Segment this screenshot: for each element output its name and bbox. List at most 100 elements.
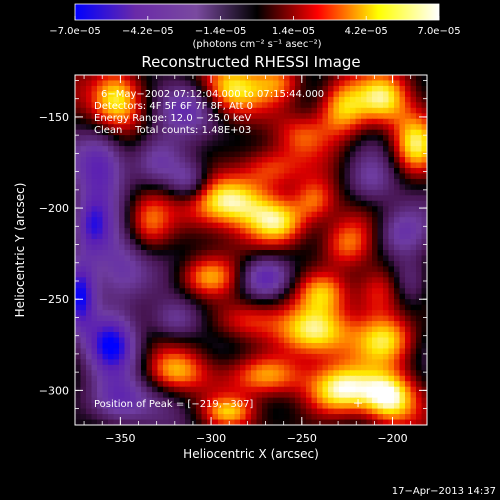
heatmap-cell: [278, 107, 285, 114]
heatmap-cell: [267, 244, 274, 251]
heatmap-cell: [350, 135, 357, 142]
heatmap-cell: [196, 184, 203, 191]
heatmap-cell: [399, 403, 406, 410]
heatmap-cell: [421, 184, 427, 191]
heatmap-cell: [174, 381, 181, 388]
heatmap-cell: [416, 321, 423, 328]
heatmap-cell: [262, 255, 269, 262]
heatmap-cell: [229, 151, 236, 158]
heatmap-cell: [119, 129, 126, 136]
heatmap-cell: [262, 304, 269, 311]
heatmap-cell: [306, 91, 313, 98]
heatmap-cell: [163, 408, 170, 415]
heatmap-cell: [300, 75, 307, 82]
heatmap-cell: [421, 408, 427, 415]
heatmap-cell: [223, 75, 230, 82]
heatmap-cell: [75, 178, 82, 185]
heatmap-cell: [91, 277, 98, 284]
heatmap-cell: [289, 151, 296, 158]
heatmap-cell: [317, 189, 324, 196]
heatmap-cell: [119, 80, 126, 87]
heatmap-cell: [223, 315, 230, 322]
heatmap-cell: [388, 288, 395, 295]
heatmap-cell: [234, 135, 241, 142]
heatmap-cell: [201, 233, 208, 240]
heatmap-cell: [273, 375, 280, 382]
heatmap-cell: [152, 326, 159, 333]
heatmap-cell: [322, 244, 329, 251]
heatmap-cell: [207, 167, 214, 175]
heatmap-cell: [273, 337, 280, 344]
heatmap-cell: [218, 375, 225, 382]
heatmap-cell: [350, 140, 357, 147]
heatmap-cell: [91, 239, 98, 246]
heatmap-cell: [278, 282, 285, 289]
heatmap-cell: [322, 326, 329, 333]
heatmap-cell: [168, 397, 175, 404]
heatmap-cell: [119, 244, 126, 251]
heatmap-cell: [229, 260, 236, 268]
heatmap-cell: [399, 85, 406, 93]
heatmap-cell: [152, 91, 159, 98]
heatmap-cell: [130, 96, 137, 103]
heatmap-cell: [234, 75, 241, 82]
heatmap-cell: [399, 206, 406, 213]
heatmap-cell: [119, 337, 126, 344]
heatmap-cell: [284, 135, 291, 142]
heatmap-cell: [300, 419, 307, 425]
heatmap-cell: [251, 288, 258, 295]
heatmap-cell: [416, 239, 423, 246]
heatmap-cell: [377, 403, 384, 410]
peak-marker: [354, 399, 363, 408]
heatmap-cell: [201, 167, 208, 175]
heatmap-cell: [75, 288, 82, 295]
heatmap-cell: [306, 266, 313, 273]
heatmap-cell: [306, 140, 313, 147]
heatmap-cell: [185, 85, 192, 93]
heatmap-cell: [201, 75, 208, 82]
heatmap-cell: [256, 381, 263, 388]
heatmap-cell: [383, 200, 390, 207]
heatmap-cell: [218, 277, 225, 284]
heatmap-cell: [119, 167, 126, 175]
heatmap-cell: [113, 233, 120, 240]
heatmap-cell: [355, 414, 362, 421]
heatmap-cell: [344, 189, 351, 196]
heatmap-cell: [344, 146, 351, 153]
heatmap-cell: [278, 157, 285, 164]
heatmap-cell: [152, 118, 159, 125]
heatmap-cell: [339, 288, 346, 295]
heatmap-cell: [372, 200, 379, 207]
heatmap-cell: [229, 288, 236, 295]
heatmap-cell: [229, 228, 236, 235]
heatmap-cell: [388, 304, 395, 311]
heatmap-cell: [212, 206, 219, 213]
heatmap-cell: [190, 80, 197, 87]
heatmap-cell: [333, 326, 340, 333]
heatmap-cell: [328, 151, 335, 158]
heatmap-cell: [339, 255, 346, 262]
heatmap-cell: [317, 80, 324, 87]
heatmap-cell: [273, 321, 280, 328]
heatmap-cell: [350, 414, 357, 421]
heatmap-cell: [157, 178, 164, 185]
heatmap-cell: [295, 107, 302, 114]
heatmap-cell: [190, 375, 197, 382]
heatmap-cell: [130, 321, 137, 328]
heatmap-cell: [350, 167, 357, 175]
heatmap-cell: [267, 408, 274, 415]
heatmap-cell: [185, 321, 192, 328]
heatmap-cell: [185, 386, 192, 393]
heatmap-cell: [416, 282, 423, 289]
heatmap-cell: [157, 239, 164, 246]
heatmap-cell: [113, 315, 120, 322]
heatmap-cell: [108, 233, 115, 240]
heatmap-cell: [207, 102, 214, 109]
heatmap-cell: [416, 107, 423, 114]
heatmap-cell: [372, 222, 379, 229]
heatmap-cell: [322, 135, 329, 142]
colorbar-units: (photons cm⁻² s⁻¹ asec⁻²): [192, 39, 321, 50]
heatmap-cell: [295, 332, 302, 339]
heatmap-cell: [207, 359, 214, 366]
heatmap-cell: [234, 364, 241, 371]
